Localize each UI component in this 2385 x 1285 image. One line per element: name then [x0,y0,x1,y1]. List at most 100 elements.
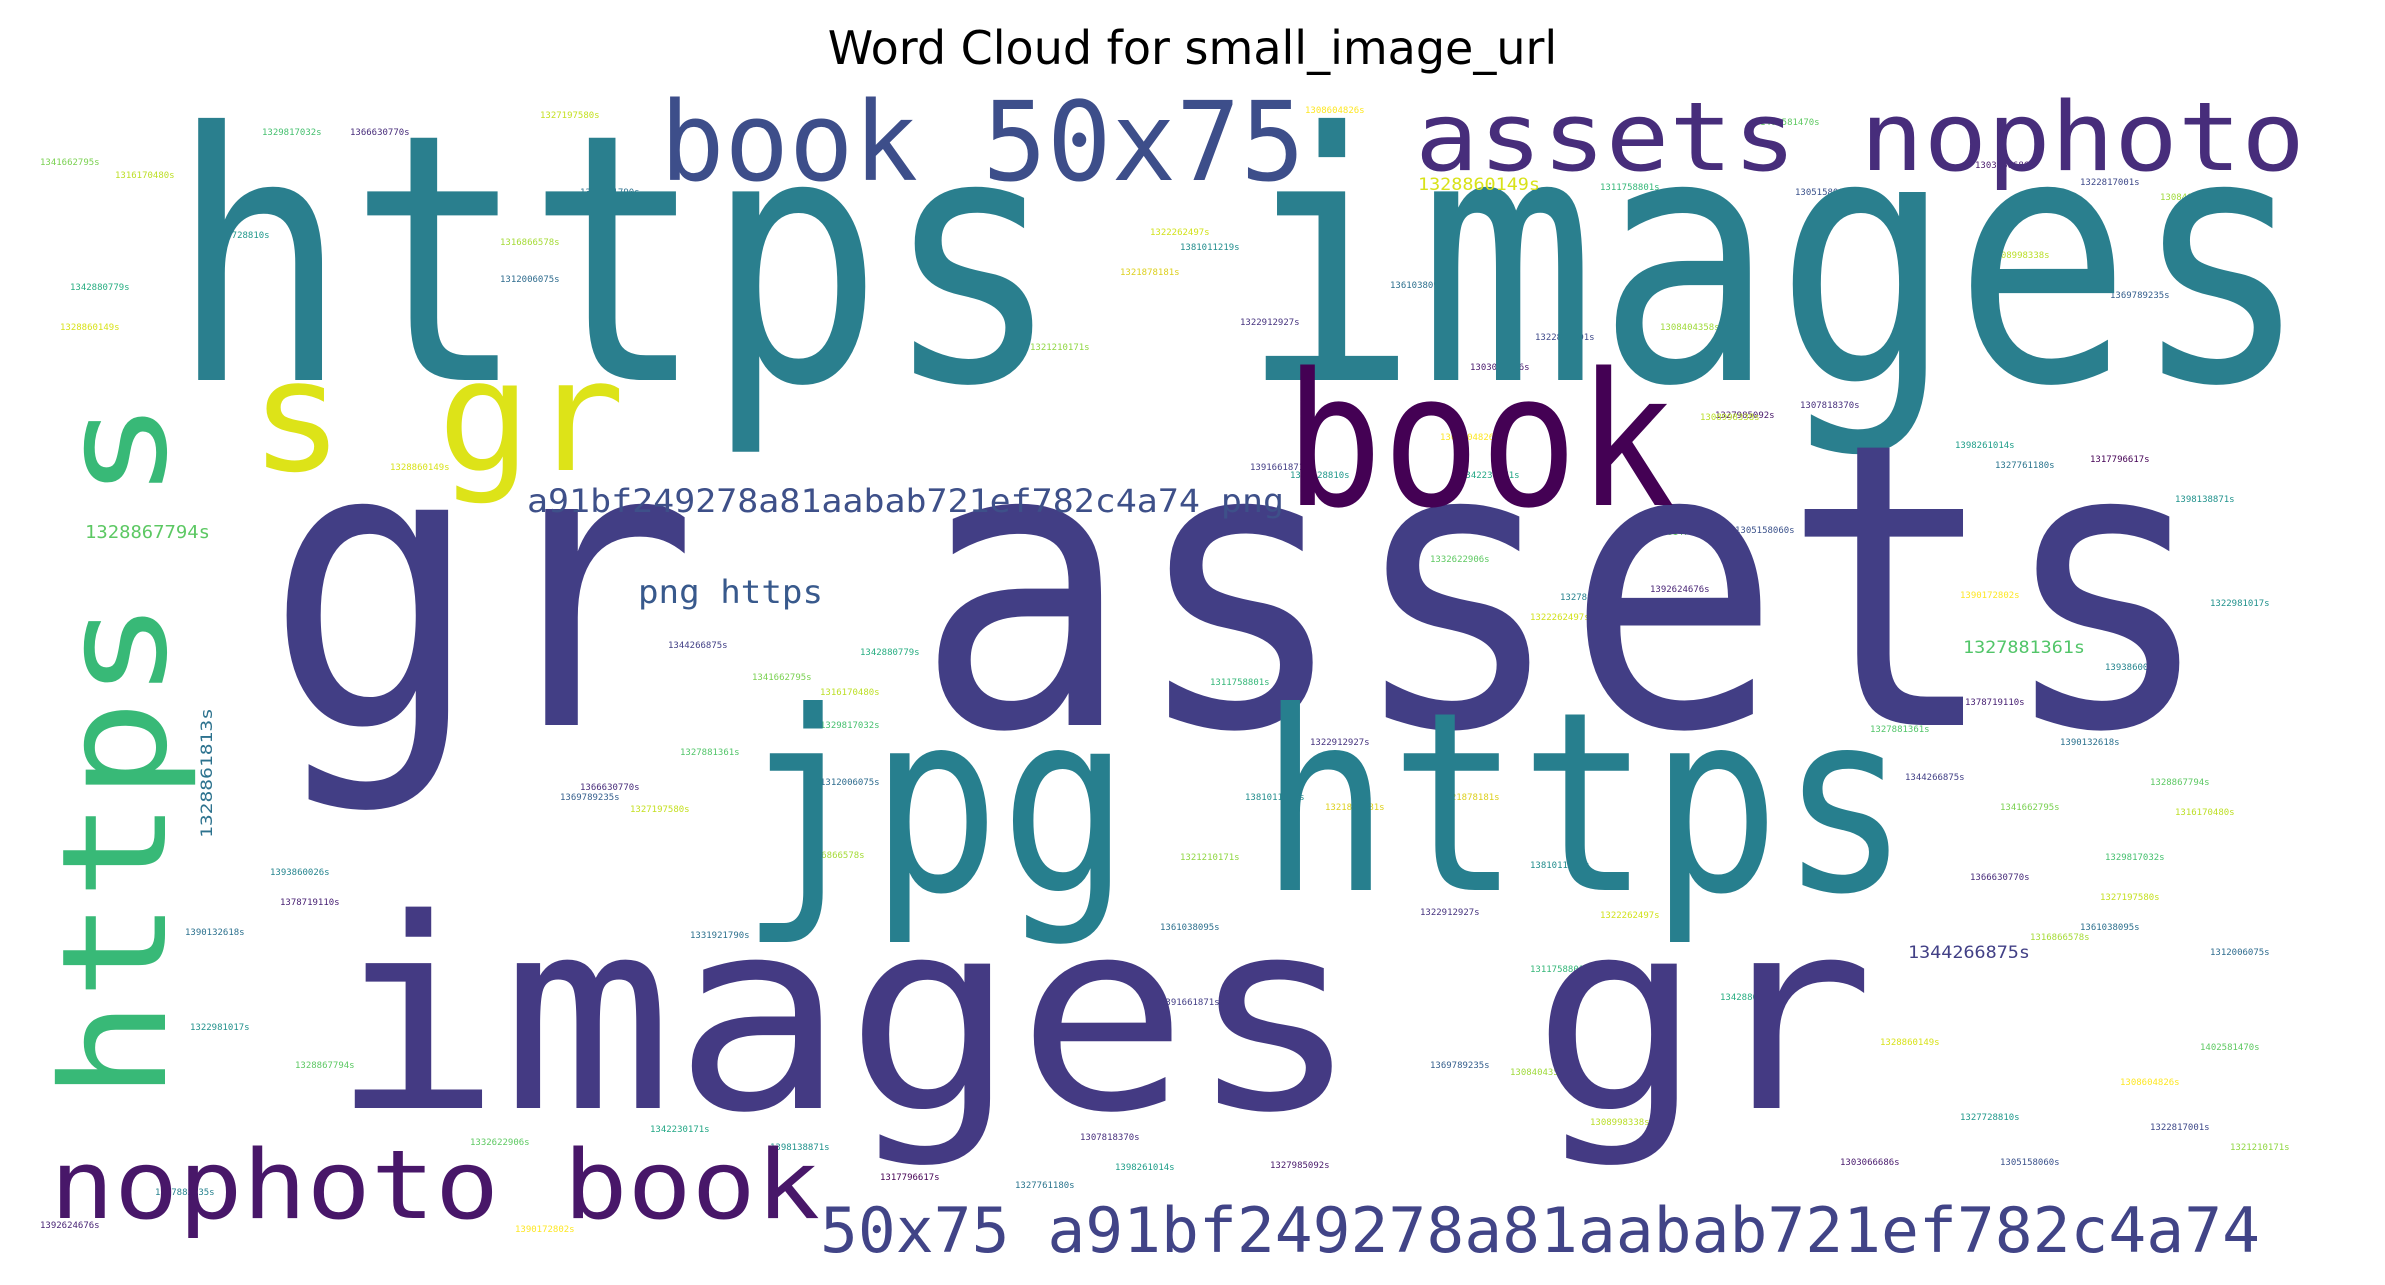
small-word: 1322981017s [2210,599,2270,609]
small-word: 1322981017s [190,1023,250,1033]
small-word: 1329817032s [2105,853,2165,863]
small-word: 1317796617s [880,1173,940,1183]
small-word: 1321878181s [1325,803,1385,813]
small-word: 1327197580s [2100,893,2160,903]
word-assets-nophoto: assets nophoto [1415,83,2305,193]
small-word: 1327728810s [210,231,270,241]
small-word: 1344266875s [668,641,728,651]
small-word: 1322817001s [1535,333,1595,343]
small-word: 1402581470s [1760,118,1820,128]
word-gr-assets: gr assets [265,359,2215,819]
small-word: 1308604826s [2120,1078,2180,1088]
small-word: 1366630770s [350,128,410,138]
small-word: 1308998338s [1590,1118,1650,1128]
small-word: 1321210171s [1180,853,1240,863]
small-word: 1392624676s [40,1221,100,1231]
small-word: 1311758801s [1210,678,1270,688]
small-word: 1328860149s [390,463,450,473]
small-word: 1341662795s [40,158,100,168]
small-word: 1344266875s [1905,773,1965,783]
small-word: 1327985092s [1270,1161,1330,1171]
small-word: 1341662795s [2000,803,2060,813]
chart-title: Word Cloud for small_image_url [827,21,1558,75]
small-word: 1366630770s [580,783,640,793]
word-book: book [1285,333,1675,549]
small-word: 1305158060s [1795,188,1855,198]
word-1344266875s: 1344266875s [1908,943,2030,963]
small-word: 1378719110s [1965,698,2025,708]
small-word: 1308998338s [1990,251,2050,261]
small-word: 1390172802s [1960,591,2020,601]
small-word: 1322262497s [1600,911,1660,921]
small-word: 1303066686s [1975,161,2035,171]
word-s-gr: s gr [250,326,625,507]
small-word: 1322817001s [2080,178,2140,188]
word-hash-png: a91bf249278a81aabab721ef782c4a74 png [527,482,1284,520]
word-1328861813s: 1328861813s [197,708,216,838]
small-words-layer: 1341662795s 1316170480s 1329817032s 1366630… [40,106,2290,1235]
small-word: 1316170480s [820,688,880,698]
small-word: 1316170480s [115,171,175,181]
word-1328867794s: 1328867794s [85,522,210,543]
small-word: 1322262497s [1150,228,1210,238]
small-word: 1322262497s [1530,613,1590,623]
word-https-images: https images [170,61,2310,462]
small-word: 1369789235s [560,793,620,803]
small-word: 1342880779s [70,283,130,293]
small-word: 1391661871s [1250,463,1310,473]
small-word: 1332622906s [1430,555,1490,565]
small-word: 1307818370s [1080,1133,1140,1143]
small-word: 1331921790s [690,931,750,941]
small-word: 1331921790s [1810,881,1870,891]
small-word: 1402581470s [1640,528,1700,538]
word-1328860149s: 1328860149s [1418,175,1540,195]
small-word: 1327197580s [630,805,690,815]
small-word: 1361038095s [2080,923,2140,933]
small-word: 1316866578s [805,851,865,861]
small-word: 1327197580s [540,111,600,121]
small-word: 1361038095s [1390,281,1450,291]
small-word: 1327985092s [1715,411,1775,421]
small-word: 1312006075s [820,778,880,788]
small-word: 1328860149s [60,323,120,333]
small-word: 1321210171s [2230,1143,2290,1153]
small-word: 1327728810s [1290,471,1350,481]
small-word: 1369789235s [1430,1061,1490,1071]
small-word: 1332622906s [470,1138,530,1148]
small-word: 1378719110s [280,898,340,908]
small-word: 1303066686s [1840,1158,1900,1168]
word-1327881361s: 1327881361s [1963,638,2085,658]
small-word: 1390172802s [515,1225,575,1235]
small-word: 1327881361s [1870,725,1930,735]
small-word: 1312006075s [500,275,560,285]
word-nophoto-book: nophoto book [50,1131,820,1241]
small-word: 1398138871s [770,1143,830,1153]
small-word: 1329817032s [820,721,880,731]
small-word: 1312006075s [2210,948,2270,958]
small-word: 1317796617s [2090,455,2150,465]
small-word: 1322912927s [1420,908,1480,918]
small-word: 1322912927s [1310,738,1370,748]
small-word: 1390132618s [185,928,245,938]
small-word: 1311758801s [1600,183,1660,193]
small-word: 1311758801s [1530,965,1590,975]
small-word: 1390132618s [2060,738,2120,748]
small-word: 1322912927s [1240,318,1300,328]
small-word: 1369789235s [2110,291,2170,301]
small-word: 1308404358s [1660,323,1720,333]
small-word: 1321878181s [1440,793,1500,803]
small-word: 1307818370s [1800,401,1860,411]
small-word: 1402581470s [2200,1043,2260,1053]
small-word: 1328860149s [1880,1038,1940,1048]
word-https-s: https s [31,400,200,1100]
small-word: 1329817032s [262,128,322,138]
small-word: 1327885535s [155,1188,215,1198]
small-word: 1327881361s [680,748,740,758]
small-word: 1342880779s [1720,993,1780,1003]
small-word: 1398261014s [1115,1163,1175,1173]
small-word: 1381011219s [1245,793,1305,803]
small-word: 1328867794s [2150,778,2210,788]
small-word: 1322817001s [2150,1123,2210,1133]
